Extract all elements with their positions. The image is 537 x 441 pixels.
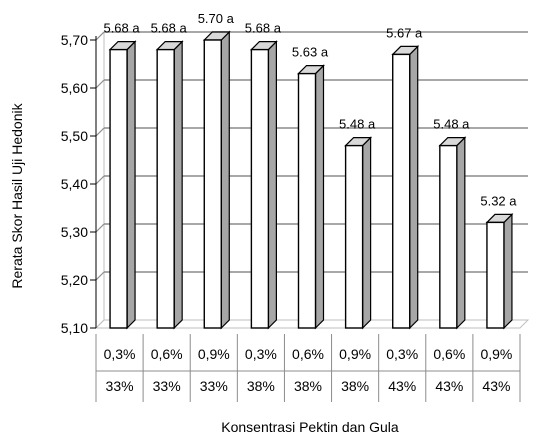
category-pektin-label: 0,6%: [292, 346, 324, 362]
bar: [202, 30, 231, 330]
category-pektin-label: 0,6%: [433, 346, 465, 362]
bar: [344, 136, 373, 330]
y-tick-label: 5,40: [61, 176, 88, 192]
data-label: 5.68 a: [103, 21, 140, 36]
bar-front: [203, 39, 222, 329]
category-gula-label: 43%: [482, 378, 510, 394]
bar-side: [362, 136, 372, 330]
bar: [438, 136, 467, 330]
floor: [94, 319, 530, 329]
y-axis-label: Rerata Skor Hasil Uji Hedonik: [9, 102, 25, 288]
data-label: 5.48 a: [433, 117, 470, 132]
category-pektin-label: 0,6%: [151, 346, 183, 362]
y-tick-label: 5,20: [61, 272, 88, 288]
category-gula-label: 43%: [388, 378, 416, 394]
gridline-depth: [95, 127, 105, 137]
category-pektin-label: 0,9%: [198, 346, 230, 362]
bar-side: [173, 40, 183, 330]
data-label: 5.67 a: [386, 25, 423, 40]
gridline-depth: [95, 223, 105, 233]
bar-side: [267, 40, 277, 330]
category-pektin-label: 0,3%: [386, 346, 418, 362]
bar-front: [156, 48, 175, 329]
bar-side: [456, 136, 466, 330]
category-pektin-label: 0,9%: [480, 346, 512, 362]
bar-side: [314, 64, 325, 330]
category-pektin-label: 0,3%: [104, 346, 136, 362]
data-label: 5.48 a: [339, 117, 376, 132]
bar-front: [439, 144, 458, 329]
bar: [108, 40, 137, 330]
gridline-depth: [95, 175, 105, 185]
bar-side: [126, 40, 136, 330]
data-labels: 5.68 a 5.68 a 5.70 a 5.68 a 5.63 a 5.48 a 5.67…: [103, 11, 517, 208]
y-axis-ticks: 5,10 5,20 5,30 5,40 5,50 5,60 5,70: [61, 32, 97, 336]
data-label: 5.70 a: [198, 11, 235, 26]
category-pektin-label: 0,3%: [245, 346, 277, 362]
category-gula-label: 33%: [153, 378, 181, 394]
bar-front: [109, 48, 128, 329]
bar-side: [220, 30, 230, 330]
category-table: 0,3% 33% 0,6% 33% 0,9% 33% 0,3% 38% 0,6% 38% 0,9% 3…: [95, 334, 521, 402]
gridline-depth: [95, 31, 105, 41]
category-gula-label: 38%: [294, 378, 322, 394]
bar-side: [409, 44, 419, 330]
bar: [391, 44, 420, 330]
y-tick-label: 5,30: [61, 224, 88, 240]
category-gula-label: 38%: [247, 378, 275, 394]
y-tick-label: 5,10: [61, 320, 88, 336]
y-tick-label: 5,60: [61, 80, 88, 96]
y-tick-label: 5,50: [61, 128, 88, 144]
bar-front: [344, 144, 364, 329]
category-pektin-label: 0,9%: [339, 346, 371, 362]
category-gula-label: 33%: [106, 378, 134, 394]
bar: [485, 212, 514, 330]
bar: [249, 40, 278, 330]
category-gula-label: 33%: [200, 378, 228, 394]
category-gula-label: 38%: [341, 378, 369, 394]
category-gula-label: 43%: [435, 378, 463, 394]
bar-front: [250, 48, 270, 329]
gridline-depth: [95, 79, 105, 89]
gridline-depth: [95, 271, 105, 281]
bar-front: [392, 53, 411, 329]
bar-front: [297, 72, 317, 329]
data-label: 5.68 a: [245, 21, 282, 36]
x-axis-label: Konsentrasi Pektin dan Gula: [221, 419, 399, 435]
bar-front: [486, 221, 505, 329]
data-label: 5.68 a: [151, 21, 188, 36]
bar-side: [503, 212, 513, 330]
bars: [108, 30, 514, 330]
data-label: 5.63 a: [292, 45, 329, 60]
bar: [155, 40, 184, 330]
y-tick-label: 5,70: [61, 32, 88, 48]
data-label: 5.32 a: [480, 193, 517, 208]
bar: [297, 64, 325, 330]
